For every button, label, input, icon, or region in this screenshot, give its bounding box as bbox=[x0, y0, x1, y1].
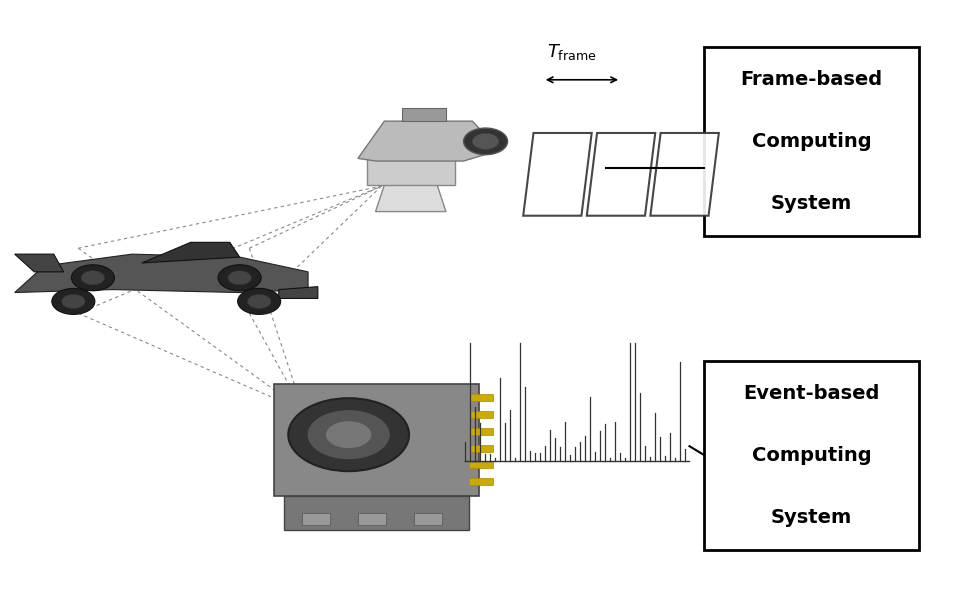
Circle shape bbox=[52, 288, 95, 314]
Bar bbox=[302, 513, 330, 525]
Circle shape bbox=[71, 265, 114, 291]
Polygon shape bbox=[650, 133, 718, 216]
Polygon shape bbox=[15, 254, 308, 293]
Polygon shape bbox=[375, 185, 446, 212]
Circle shape bbox=[307, 410, 390, 460]
Bar bbox=[469, 445, 492, 452]
Text: $T_{\mathrm{frame}}$: $T_{\mathrm{frame}}$ bbox=[547, 42, 596, 62]
Circle shape bbox=[463, 128, 507, 155]
Circle shape bbox=[288, 398, 408, 471]
Circle shape bbox=[62, 294, 85, 309]
Polygon shape bbox=[402, 108, 446, 121]
Circle shape bbox=[472, 134, 498, 150]
Circle shape bbox=[81, 271, 105, 285]
Bar bbox=[283, 496, 469, 530]
Circle shape bbox=[247, 294, 271, 309]
Circle shape bbox=[325, 421, 371, 449]
Polygon shape bbox=[142, 242, 239, 263]
Bar bbox=[274, 384, 479, 496]
Polygon shape bbox=[358, 121, 489, 161]
Bar bbox=[703, 361, 918, 550]
Text: Event-based

Computing

System: Event-based Computing System bbox=[743, 384, 879, 527]
Bar bbox=[469, 462, 492, 468]
Circle shape bbox=[218, 265, 261, 291]
Bar bbox=[358, 513, 385, 525]
Polygon shape bbox=[278, 287, 318, 298]
Bar bbox=[469, 479, 492, 485]
Bar bbox=[469, 394, 492, 401]
Polygon shape bbox=[586, 133, 655, 216]
Circle shape bbox=[228, 271, 251, 285]
Bar bbox=[703, 47, 918, 236]
Text: Frame-based

Computing

System: Frame-based Computing System bbox=[740, 70, 882, 213]
Polygon shape bbox=[523, 133, 591, 216]
Polygon shape bbox=[366, 158, 454, 185]
Bar bbox=[469, 411, 492, 418]
Polygon shape bbox=[15, 254, 64, 272]
Bar bbox=[413, 513, 442, 525]
Circle shape bbox=[237, 288, 280, 314]
Bar bbox=[469, 428, 492, 435]
